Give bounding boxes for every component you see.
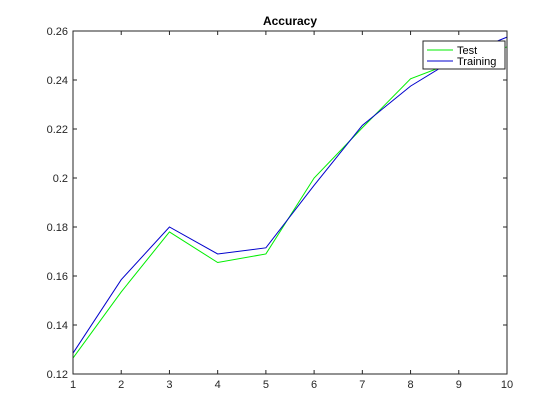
tick-layer: 1 2 3 4 5 6 7 8 9 10 0.12 0.14 0.16 0.18 0.2 0.22 0.24 0.… — [47, 26, 514, 391]
x-tick-label: 2 — [118, 379, 124, 391]
x-tick-label: 5 — [263, 379, 269, 391]
legend-label-training: Training — [457, 56, 496, 68]
series-layer — [72, 36, 508, 359]
legend-label-test: Test — [457, 45, 477, 57]
x-tick-label: 3 — [166, 379, 172, 391]
x-tick-label: 4 — [215, 379, 221, 391]
x-tick-label: 1 — [70, 379, 76, 391]
y-tick-label: 0.14 — [47, 320, 68, 332]
x-tick-label: 7 — [359, 379, 365, 391]
chart-title: Accuracy — [263, 14, 317, 28]
x-tick-label: 6 — [311, 379, 317, 391]
y-tick-label: 0.24 — [47, 75, 68, 87]
series-line-training — [72, 36, 508, 354]
y-tick-label: 0.12 — [47, 369, 68, 381]
x-tick-label: 9 — [456, 379, 462, 391]
y-tick-label: 0.22 — [47, 124, 68, 136]
y-tick-label: 0.2 — [53, 173, 68, 185]
x-tick-label: 8 — [407, 379, 413, 391]
y-tick-label: 0.18 — [47, 222, 68, 234]
plot-area — [73, 31, 507, 374]
y-tick-label: 0.26 — [47, 26, 68, 38]
x-tick-label: 10 — [501, 379, 513, 391]
plot-frame — [72, 30, 508, 375]
y-tick-label: 0.16 — [47, 271, 68, 283]
legend-box — [422, 40, 506, 70]
